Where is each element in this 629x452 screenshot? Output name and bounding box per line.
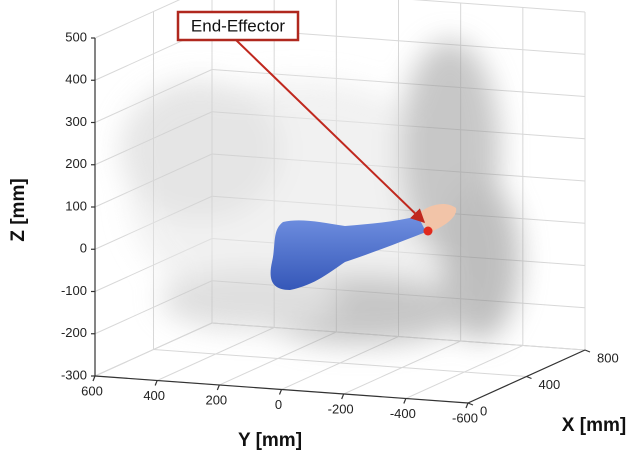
x-tick: [467, 402, 474, 406]
y-tick: [92, 375, 96, 382]
x-tick: [584, 349, 591, 353]
y-tick-label: -400: [390, 406, 416, 421]
z-tick-label: 400: [65, 72, 87, 87]
z-axis-label: Z [mm]: [8, 178, 29, 241]
x-tick: [526, 375, 532, 380]
y-tick-label: 400: [143, 388, 165, 403]
axis-line: [94, 375, 469, 404]
y-tick: [465, 402, 469, 409]
z-tick-label: -300: [61, 367, 87, 382]
z-tick-label: 100: [65, 198, 87, 213]
annotation-text: End-Effector: [191, 16, 286, 35]
y-tick-label: -600: [452, 410, 478, 425]
y-axis-label: Y [mm]: [238, 430, 302, 451]
annotation-box: [176, 10, 300, 42]
x-axis-label: X [mm]: [562, 415, 626, 436]
y-tick: [341, 393, 345, 400]
y-tick-label: -200: [328, 401, 354, 416]
y-tick: [278, 389, 283, 395]
y-tick-label: 0: [275, 397, 282, 412]
x-tick-label: 400: [539, 377, 561, 392]
point-cloud: [120, 40, 520, 345]
z-tick-label: 300: [65, 114, 87, 129]
z-tick-label: 500: [65, 29, 87, 44]
arm: [270, 203, 457, 290]
y-tick: [216, 384, 220, 391]
y-tick: [154, 380, 158, 386]
x-tick-label: 0: [480, 403, 487, 418]
y-tick-label: 200: [205, 392, 227, 407]
x-tick-label: 800: [597, 350, 619, 365]
z-tick-label: -100: [61, 283, 87, 298]
axis-line: [467, 349, 586, 404]
z-tick-label: -200: [61, 325, 87, 340]
grid-line: [153, 349, 527, 377]
annotation-arrow: [235, 39, 426, 223]
y-tick: [403, 398, 407, 404]
z-tick-label: 0: [80, 241, 87, 256]
z-tick-label: 200: [65, 156, 87, 171]
y-tick-label: 600: [81, 383, 103, 398]
